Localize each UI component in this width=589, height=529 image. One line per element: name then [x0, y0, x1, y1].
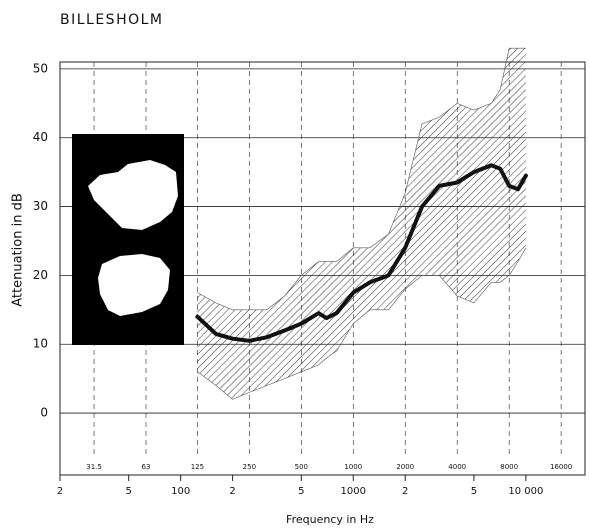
x2-tick-label: 250	[243, 463, 256, 471]
x-tick-label: 100	[171, 486, 190, 497]
plot-frame	[59, 61, 586, 476]
x2-tick-label: 2000	[396, 463, 414, 471]
x2-tick-label: 1000	[344, 463, 362, 471]
x2-tick-label: 63	[142, 463, 151, 471]
x2-tick-label: 16000	[550, 463, 572, 471]
range-lower	[197, 247, 527, 400]
y-tick-label: 0	[40, 406, 48, 420]
x-tick-label: 5	[298, 486, 304, 497]
x-tick-label: 2	[402, 486, 408, 497]
range-upper	[197, 47, 526, 311]
y-tick-label: 30	[33, 199, 48, 213]
x-tick-label: 5	[126, 486, 132, 497]
x2-tick-label: 4000	[448, 463, 466, 471]
x2-tick-label: 500	[295, 463, 308, 471]
y-tick-label: 40	[33, 130, 48, 144]
x-axis-label: Frequency in Hz	[286, 513, 374, 526]
y-axis-label: Attenuation in dB	[11, 193, 26, 307]
x-tick-label: 2	[229, 486, 235, 497]
x-tick-label: 10 000	[508, 486, 543, 497]
plot-area: 0 10 20 30 40 50 2 5 100 2 5 1000 2 5 10 000 31.5 63 125 2…	[33, 47, 586, 497]
chart-title: BILLESHOLM	[60, 12, 164, 28]
x2-tick-label: 8000	[500, 463, 518, 471]
x-tick-label: 5	[471, 486, 477, 497]
range-band	[197, 48, 526, 400]
y-tick-label: 10	[33, 337, 48, 351]
x-tick-label: 1000	[341, 486, 366, 497]
x2-tick-label: 31.5	[86, 463, 102, 471]
mean-line	[195, 163, 528, 343]
x-tick-label: 2	[57, 486, 63, 497]
y-tick-label: 50	[33, 61, 48, 75]
y-tick-label: 20	[33, 268, 48, 282]
inset-photo	[72, 134, 184, 345]
x2-tick-label: 125	[191, 463, 204, 471]
